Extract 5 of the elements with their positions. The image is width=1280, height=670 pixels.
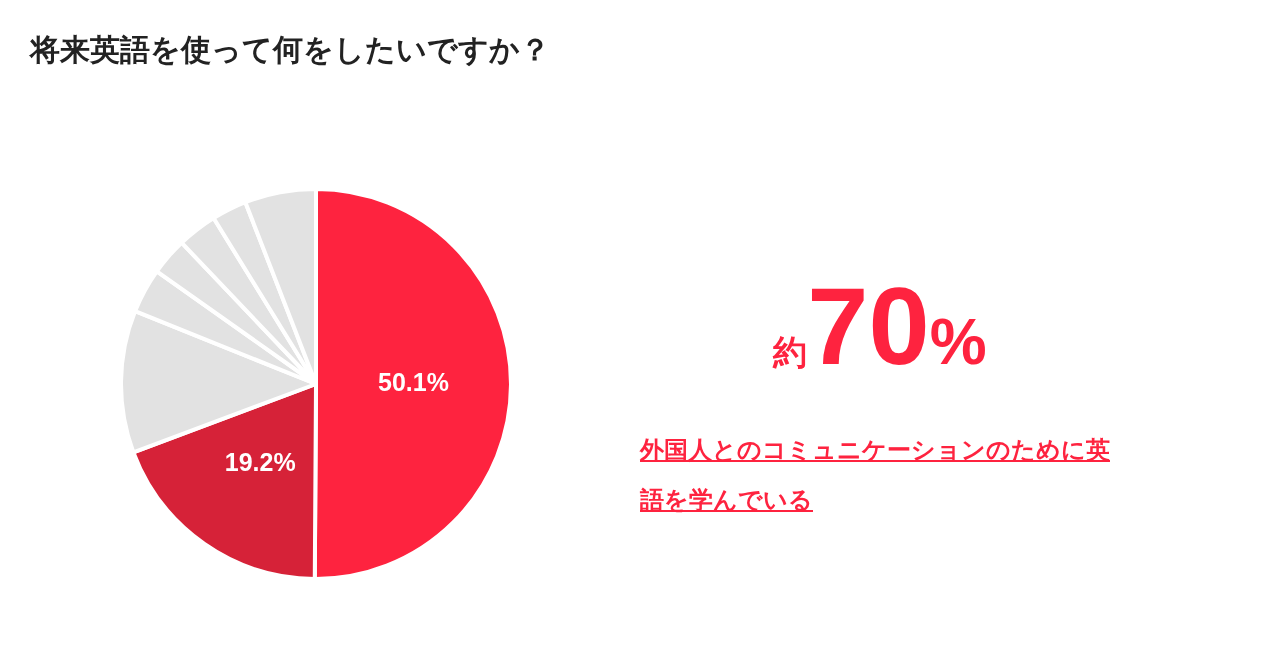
text: 約70% — [773, 264, 987, 387]
data-label: 19.2% — [224, 447, 296, 476]
data-label: 50.1% — [378, 368, 449, 397]
text: 外国人とのコミュニケーションのために英語を学んでいる — [640, 435, 1111, 516]
chart-title: 将来英語を使って何をしたいですか？ — [30, 31, 550, 69]
